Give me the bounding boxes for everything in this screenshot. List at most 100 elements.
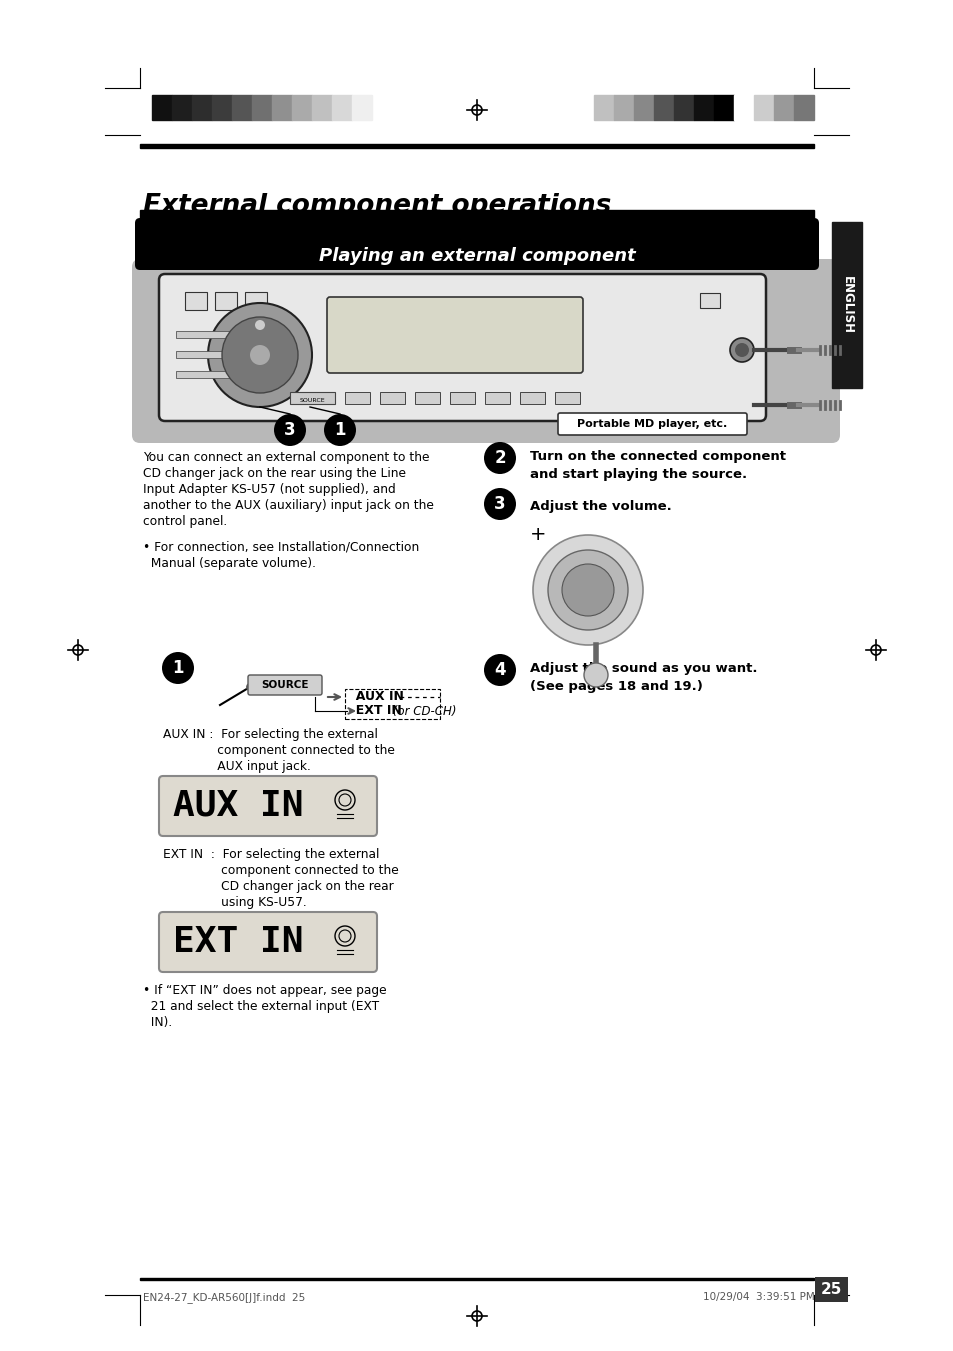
- Bar: [654, 95, 673, 120]
- Bar: [733, 95, 753, 120]
- Bar: [140, 1278, 813, 1279]
- Circle shape: [246, 684, 253, 690]
- Bar: [379, 392, 405, 404]
- Circle shape: [254, 320, 265, 330]
- Text: 3: 3: [494, 494, 505, 513]
- FancyBboxPatch shape: [248, 676, 322, 694]
- Circle shape: [483, 442, 516, 474]
- Text: Adjust the sound as you want.: Adjust the sound as you want.: [530, 662, 757, 676]
- Text: Input Adapter KS-U57 (not supplied), and: Input Adapter KS-U57 (not supplied), and: [143, 484, 395, 496]
- Text: AUX IN: AUX IN: [347, 690, 403, 704]
- Text: Manual (separate volume).: Manual (separate volume).: [143, 557, 315, 570]
- Text: and start playing the source.: and start playing the source.: [530, 467, 746, 481]
- Bar: [555, 392, 579, 404]
- Text: You can connect an external component to the: You can connect an external component to…: [143, 451, 429, 463]
- FancyBboxPatch shape: [132, 259, 840, 443]
- Bar: [773, 95, 793, 120]
- Text: 4: 4: [494, 661, 505, 680]
- Bar: [245, 292, 267, 309]
- Text: AUX IN :  For selecting the external: AUX IN : For selecting the external: [163, 728, 377, 740]
- Bar: [185, 292, 207, 309]
- Bar: [175, 351, 235, 358]
- Bar: [634, 95, 654, 120]
- Bar: [152, 95, 172, 120]
- Text: Adjust the volume.: Adjust the volume.: [530, 500, 671, 513]
- Text: AUX input jack.: AUX input jack.: [163, 761, 311, 773]
- Text: (or CD-CH): (or CD-CH): [389, 704, 456, 717]
- Text: component connected to the: component connected to the: [163, 744, 395, 757]
- Text: control panel.: control panel.: [143, 515, 227, 528]
- Bar: [140, 209, 813, 220]
- Text: component connected to the: component connected to the: [163, 865, 398, 877]
- Text: EXT IN  :  For selecting the external: EXT IN : For selecting the external: [163, 848, 379, 861]
- Bar: [594, 95, 614, 120]
- Circle shape: [547, 550, 627, 630]
- Text: • If “EXT IN” does not appear, see page: • If “EXT IN” does not appear, see page: [143, 984, 386, 997]
- Bar: [693, 95, 713, 120]
- FancyBboxPatch shape: [327, 297, 582, 373]
- Text: IN).: IN).: [143, 1016, 172, 1029]
- Bar: [232, 95, 252, 120]
- Bar: [345, 689, 439, 719]
- Text: • For connection, see Installation/Connection: • For connection, see Installation/Conne…: [143, 540, 418, 554]
- Text: +: +: [529, 526, 546, 544]
- Circle shape: [533, 535, 642, 644]
- Text: Turn on the connected component: Turn on the connected component: [530, 450, 785, 463]
- Text: 10/29/04  3:39:51 PM: 10/29/04 3:39:51 PM: [702, 1292, 814, 1302]
- Bar: [192, 95, 212, 120]
- Bar: [252, 95, 272, 120]
- Text: EXT IN: EXT IN: [172, 925, 303, 959]
- Bar: [753, 95, 773, 120]
- Circle shape: [324, 413, 355, 446]
- Text: CD changer jack on the rear: CD changer jack on the rear: [163, 880, 394, 893]
- Text: Portable MD player, etc.: Portable MD player, etc.: [577, 419, 727, 430]
- FancyBboxPatch shape: [159, 912, 376, 971]
- Bar: [713, 95, 733, 120]
- Text: 1: 1: [172, 659, 184, 677]
- Text: EXT IN: EXT IN: [347, 704, 401, 717]
- Circle shape: [162, 653, 193, 684]
- Text: AUX IN: AUX IN: [172, 789, 303, 823]
- Text: Playing an external component: Playing an external component: [318, 247, 635, 265]
- Text: EN24-27_KD-AR560[J]f.indd  25: EN24-27_KD-AR560[J]f.indd 25: [143, 1292, 305, 1302]
- Circle shape: [250, 345, 270, 365]
- Bar: [519, 392, 544, 404]
- Text: External component operations: External component operations: [143, 193, 611, 219]
- Bar: [175, 331, 235, 338]
- Bar: [484, 392, 510, 404]
- Text: SOURCE: SOURCE: [299, 399, 324, 403]
- Circle shape: [561, 563, 614, 616]
- Text: CD changer jack on the rear using the Line: CD changer jack on the rear using the Li…: [143, 467, 406, 480]
- Bar: [352, 95, 372, 120]
- Bar: [614, 95, 634, 120]
- Text: 25: 25: [820, 1282, 841, 1297]
- Bar: [415, 392, 439, 404]
- Bar: [292, 95, 312, 120]
- Text: using KS-U57.: using KS-U57.: [163, 896, 307, 909]
- FancyBboxPatch shape: [159, 775, 376, 836]
- Bar: [140, 145, 813, 149]
- Circle shape: [483, 488, 516, 520]
- FancyBboxPatch shape: [558, 413, 746, 435]
- Bar: [700, 293, 720, 308]
- Bar: [345, 392, 370, 404]
- FancyBboxPatch shape: [135, 218, 818, 270]
- Bar: [290, 392, 335, 404]
- Circle shape: [583, 663, 607, 688]
- Text: SOURCE: SOURCE: [261, 680, 309, 690]
- Bar: [332, 95, 352, 120]
- Bar: [450, 392, 475, 404]
- Circle shape: [483, 654, 516, 686]
- Bar: [214, 292, 236, 309]
- Text: 21 and select the external input (EXT: 21 and select the external input (EXT: [143, 1000, 378, 1013]
- Bar: [272, 95, 292, 120]
- Circle shape: [734, 343, 748, 357]
- Bar: [831, 222, 862, 388]
- Circle shape: [222, 317, 297, 393]
- Circle shape: [208, 303, 312, 407]
- Text: (See pages 18 and 19.): (See pages 18 and 19.): [530, 680, 702, 693]
- FancyBboxPatch shape: [159, 274, 765, 422]
- Text: 2: 2: [494, 449, 505, 467]
- Text: JVC: JVC: [379, 303, 406, 316]
- FancyBboxPatch shape: [814, 1277, 847, 1302]
